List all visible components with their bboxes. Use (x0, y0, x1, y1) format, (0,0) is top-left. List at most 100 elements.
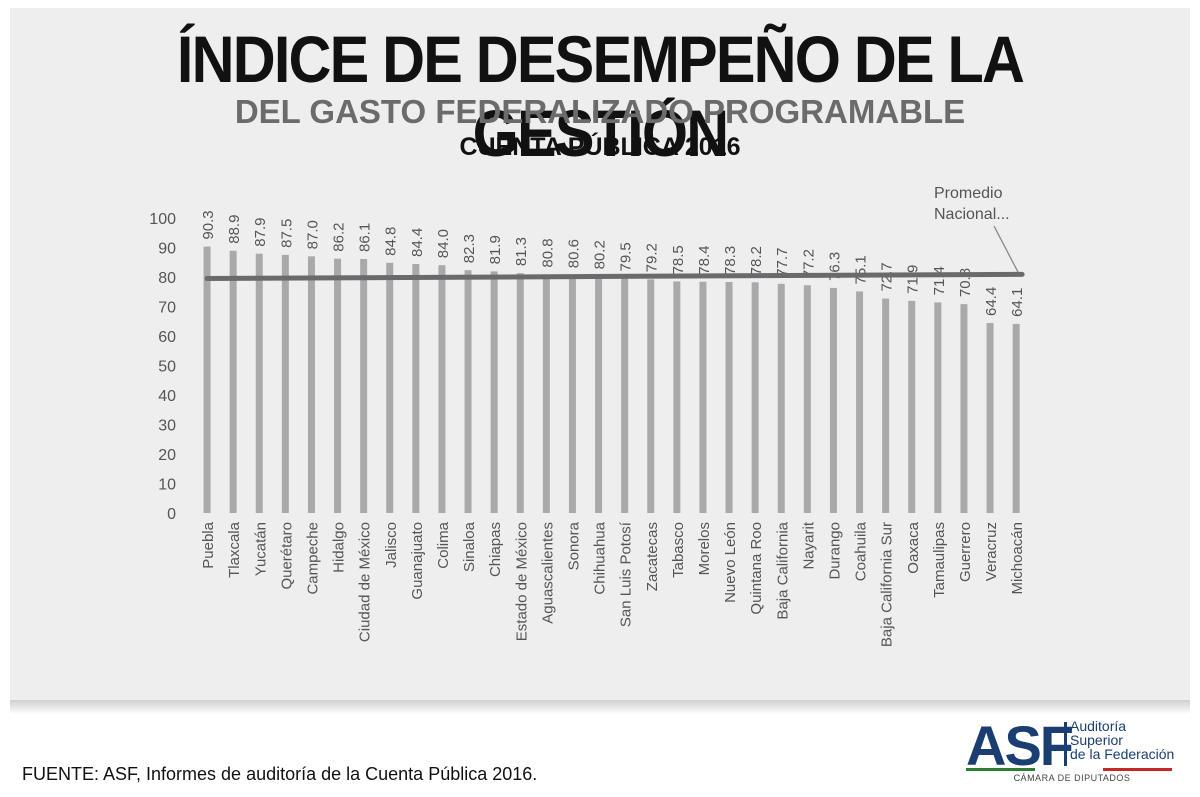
data-label: 87.9 (252, 217, 269, 246)
data-label: 86.1 (357, 223, 374, 252)
bar (673, 281, 681, 513)
page-subtitle-secondary: CUENTA PÚBLICA 2016 (459, 133, 741, 161)
y-tick-label: 40 (158, 388, 176, 405)
bar (203, 246, 211, 514)
bar (856, 291, 864, 513)
flag-green (966, 768, 1035, 771)
average-leader-line (993, 225, 1019, 273)
category-label: Guanajuato (409, 522, 426, 600)
data-label: 84.4 (409, 228, 426, 257)
category-label: Yucatán (252, 522, 269, 576)
bar (934, 302, 942, 513)
bar (699, 281, 707, 513)
data-label: 79.5 (618, 242, 635, 271)
bar (1012, 323, 1020, 513)
data-label: 79.2 (644, 243, 661, 272)
category-label: Veracruz (983, 522, 1000, 581)
bar (229, 250, 237, 513)
category-label: Tlaxcala (226, 521, 243, 578)
category-label: Estado de México (513, 522, 530, 641)
data-label: 64.4 (983, 287, 1000, 316)
data-label: 84.0 (435, 229, 452, 258)
bar (386, 262, 394, 513)
bar (595, 276, 603, 513)
data-label: 77.2 (800, 249, 817, 278)
y-tick-label: 70 (158, 300, 176, 317)
logo-camara: CÁMARA DE DIPUTADOS (1013, 773, 1131, 783)
y-tick-label: 30 (158, 418, 176, 435)
data-label: 81.3 (513, 237, 530, 266)
bar (751, 282, 759, 513)
bar (360, 259, 368, 513)
y-tick-label: 0 (167, 506, 176, 523)
data-label: 87.5 (278, 219, 295, 248)
data-label: 78.3 (722, 246, 739, 275)
flag-white (1034, 768, 1104, 771)
logo-separator (1064, 722, 1067, 766)
bar (255, 253, 263, 513)
category-label: Sinaloa (461, 521, 478, 572)
logo-name: Auditoría Superior de la Federación (1070, 719, 1180, 761)
bar (464, 270, 472, 513)
category-label: Sonora (565, 521, 582, 570)
bar (647, 279, 655, 513)
bar-chart: 0 10 20 30 40 50 60 70 80 90 100 90.3 Puebla 88.9 Tlax… (149, 185, 1026, 647)
category-label: Campeche (304, 522, 321, 595)
category-label: Nuevo León (722, 522, 739, 603)
category-label: Durango (826, 522, 843, 580)
bar (307, 256, 315, 513)
flag-red (1103, 768, 1173, 771)
average-label: Nacional... (934, 206, 1010, 223)
bar (542, 274, 550, 513)
category-label: Michoacán (1009, 522, 1026, 595)
data-label: 78.5 (670, 245, 687, 274)
category-label: Chihuahua (592, 521, 609, 594)
data-label: 75.1 (853, 255, 870, 284)
asf-logo: ASF Auditoría Superior de la Federación … (966, 716, 1178, 786)
bar (829, 287, 837, 513)
data-label: 88.9 (226, 215, 243, 244)
data-label: 81.9 (487, 235, 504, 264)
category-label: Guerrero (957, 522, 974, 582)
bar (412, 264, 420, 513)
category-label: Puebla (200, 521, 217, 568)
category-label: Tabasco (670, 522, 687, 578)
category-label: Ciudad de México (357, 522, 374, 642)
data-label: 71.9 (905, 265, 922, 294)
logo-acronym: ASF (966, 714, 1074, 777)
bar (986, 323, 994, 513)
category-label: Colima (435, 521, 452, 568)
category-label: Baja California (774, 521, 791, 619)
category-label: San Luis Potosí (618, 521, 635, 627)
data-label: 64.1 (1009, 288, 1026, 317)
bar (334, 258, 342, 513)
bar (516, 273, 524, 513)
bar (281, 254, 289, 513)
bar (490, 271, 498, 513)
data-label: 80.6 (565, 239, 582, 268)
data-label: 84.8 (383, 227, 400, 256)
y-tick-label: 100 (149, 211, 176, 228)
average-line (204, 271, 1025, 281)
category-label: Tamaulipas (931, 522, 948, 598)
data-label: 78.2 (748, 246, 765, 275)
bar (621, 278, 629, 513)
category-label: Baja California Sur (879, 522, 896, 647)
bar (777, 283, 785, 513)
y-tick-label: 60 (158, 329, 176, 346)
bar (803, 285, 811, 513)
y-tick-label: 10 (158, 477, 176, 494)
category-label: Nayarit (800, 521, 817, 569)
category-label: Jalisco (383, 522, 400, 568)
data-label: 77.7 (774, 248, 791, 277)
average-label: Promedio (934, 185, 1003, 202)
category-label: Oaxaca (905, 521, 922, 573)
category-label: Coahuila (853, 521, 870, 581)
category-label: Hidalgo (331, 522, 348, 573)
logo-name-line: de la Federación (1070, 746, 1175, 762)
y-tick-label: 20 (158, 447, 176, 464)
logo-name-line: Auditoría (1070, 718, 1127, 734)
page-title: ÍNDICE DE DESEMPEÑO DE LA GESTIÓN (176, 22, 1025, 170)
category-label: Querétaro (278, 522, 295, 590)
logo-flag-stripe (966, 768, 1173, 771)
